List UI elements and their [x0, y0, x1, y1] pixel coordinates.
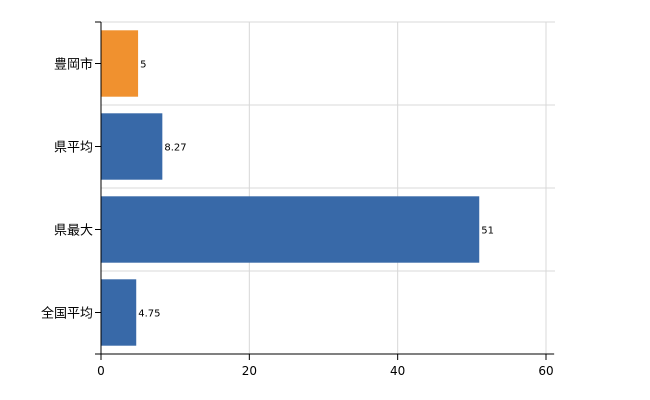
data-label-4: 4.75	[138, 309, 160, 320]
bar-1	[101, 30, 139, 97]
data-label-1: 5	[140, 60, 146, 71]
data-label-2: 8.27	[164, 143, 186, 154]
bar-2	[101, 113, 163, 180]
labels: 5 豊岡市 8.27 県平均 51 県最大 4.75 全国平均 0 20 40 60	[41, 57, 554, 379]
bars	[101, 30, 480, 346]
x-tick-label: 0	[97, 364, 105, 378]
x-tick-label: 20	[242, 364, 257, 378]
data-label-3: 51	[481, 226, 494, 237]
category-label-3: 県最大	[54, 224, 93, 239]
grid-lines	[101, 21, 555, 355]
category-label-1: 豊岡市	[54, 57, 93, 73]
category-label-2: 県平均	[54, 141, 93, 156]
x-tick-label: 40	[390, 364, 405, 378]
x-tick-label: 60	[538, 364, 553, 378]
category-label-4: 全国平均	[41, 306, 93, 322]
axes	[95, 21, 554, 360]
bar-3	[101, 196, 480, 263]
bar-4	[101, 279, 137, 346]
